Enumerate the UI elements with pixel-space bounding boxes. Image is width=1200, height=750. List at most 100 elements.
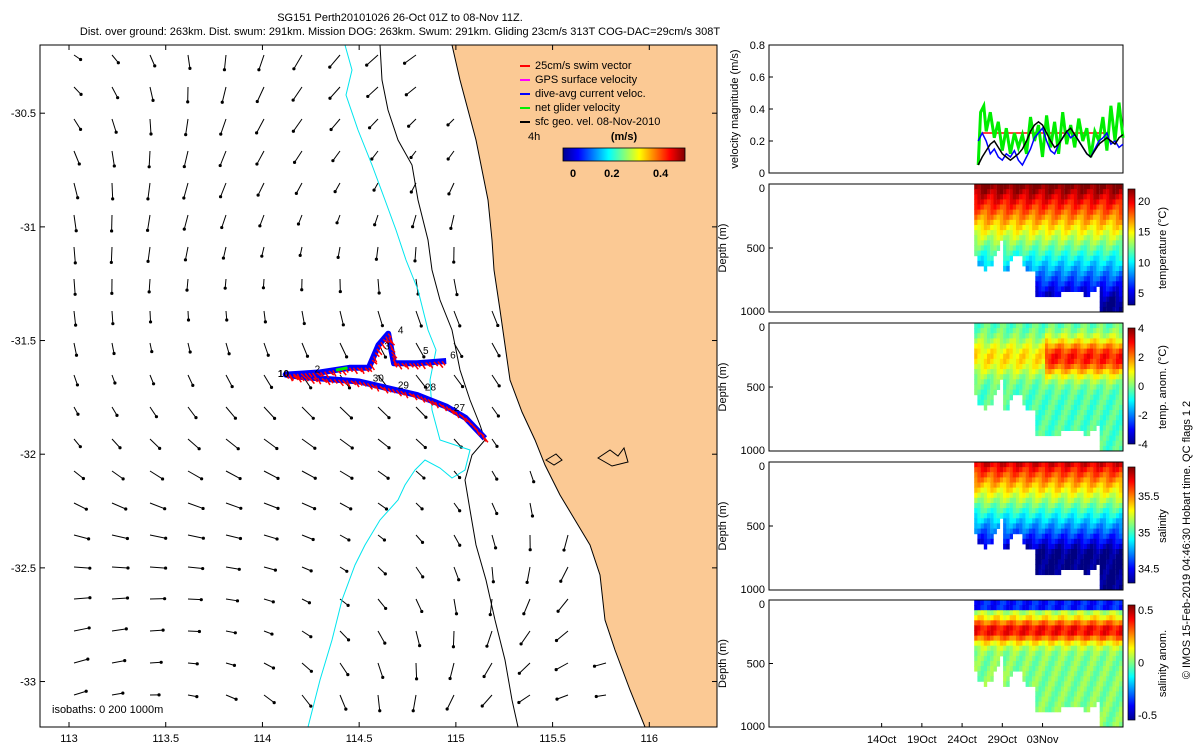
section-cell bbox=[1077, 615, 1081, 621]
section-cell bbox=[1057, 605, 1062, 611]
section-cell bbox=[1057, 420, 1062, 426]
section-cell bbox=[1106, 716, 1110, 723]
section-cell bbox=[1102, 445, 1107, 452]
section-cell bbox=[1022, 399, 1026, 406]
section-cell bbox=[1054, 549, 1058, 555]
section-cell bbox=[1041, 564, 1046, 570]
section-cell bbox=[1009, 384, 1013, 390]
current-arrow-head bbox=[366, 94, 370, 99]
section-cell bbox=[1038, 430, 1042, 437]
section-cell bbox=[1006, 497, 1010, 504]
section-cell bbox=[974, 615, 978, 621]
current-arrow-head bbox=[220, 100, 224, 104]
section-cell bbox=[1096, 696, 1100, 703]
section-cell bbox=[993, 518, 997, 524]
section-cell bbox=[993, 513, 997, 519]
current-arrow-head bbox=[147, 165, 151, 169]
section-cell bbox=[974, 666, 978, 672]
section-cell bbox=[1109, 462, 1113, 468]
current-arrow bbox=[450, 214, 455, 229]
current-arrow bbox=[339, 662, 349, 675]
section-cell bbox=[1006, 348, 1010, 355]
section-cell bbox=[1115, 235, 1120, 241]
section-cell bbox=[1106, 265, 1110, 272]
section-cell bbox=[996, 384, 1001, 390]
current-arrow bbox=[339, 438, 353, 449]
section-cell bbox=[1022, 635, 1026, 642]
section-cell bbox=[1077, 323, 1081, 329]
section-cell bbox=[1019, 645, 1023, 652]
section-cell bbox=[1009, 666, 1013, 672]
section-cell bbox=[1038, 364, 1042, 370]
section-cell bbox=[1048, 645, 1052, 652]
section-cell bbox=[1025, 492, 1029, 499]
section-cell bbox=[1080, 492, 1084, 499]
current-arrow-head bbox=[309, 704, 313, 708]
section-cell bbox=[983, 384, 988, 390]
section-cell bbox=[1032, 369, 1036, 375]
section-cell bbox=[990, 214, 994, 221]
section-cell bbox=[1067, 338, 1071, 344]
map-x-tick-label: 115 bbox=[447, 733, 465, 745]
section-cell bbox=[1045, 384, 1049, 390]
section-cell bbox=[1006, 364, 1010, 370]
section-cell bbox=[1067, 245, 1071, 251]
section-cell bbox=[980, 369, 984, 375]
section-cell bbox=[983, 645, 988, 652]
section-cell bbox=[1080, 384, 1084, 390]
section-cell bbox=[996, 328, 1001, 334]
section-cell bbox=[1099, 543, 1104, 550]
section-cell bbox=[1003, 230, 1007, 236]
section-cell bbox=[1022, 328, 1026, 334]
section-cell bbox=[993, 358, 997, 365]
section-cell bbox=[1115, 250, 1120, 257]
section-cell bbox=[990, 492, 994, 499]
section-cell bbox=[999, 214, 1004, 221]
section-cell bbox=[1096, 204, 1100, 211]
section-cell bbox=[1064, 701, 1068, 708]
section-cell bbox=[974, 250, 978, 257]
section-cell bbox=[1077, 635, 1081, 642]
current-arrow bbox=[256, 86, 265, 102]
section-cell bbox=[1083, 492, 1087, 499]
section-cell bbox=[1083, 348, 1087, 355]
section-cell bbox=[1106, 394, 1110, 401]
section-cell bbox=[1035, 430, 1039, 437]
section-cell bbox=[1119, 214, 1123, 221]
section-cell bbox=[1102, 194, 1107, 200]
section-cell bbox=[1045, 681, 1049, 687]
section-cell bbox=[1119, 630, 1123, 637]
section-cell bbox=[980, 333, 984, 339]
section-cell bbox=[1061, 508, 1065, 514]
section-cell bbox=[1083, 281, 1087, 287]
section-cell bbox=[1067, 661, 1071, 667]
section-cell bbox=[1112, 271, 1116, 277]
section-cell bbox=[1035, 640, 1039, 647]
section-cell bbox=[974, 364, 978, 370]
current-arrow bbox=[73, 658, 88, 664]
section-cell bbox=[1057, 523, 1062, 529]
section-cell bbox=[1022, 323, 1026, 329]
section-cell bbox=[1109, 415, 1113, 421]
section-cell bbox=[1073, 538, 1078, 545]
section-cell bbox=[1064, 230, 1068, 236]
section-cell bbox=[1048, 487, 1052, 494]
section-cell bbox=[983, 194, 988, 200]
section-cell bbox=[1115, 343, 1120, 350]
section-cell bbox=[1115, 696, 1120, 703]
section-cell bbox=[987, 323, 991, 329]
section-cell bbox=[980, 492, 984, 499]
section-cell bbox=[1102, 518, 1107, 524]
section-cell bbox=[1093, 482, 1097, 489]
section-cell bbox=[1054, 240, 1058, 246]
section-cell bbox=[1096, 348, 1100, 355]
section-cell bbox=[1051, 625, 1055, 631]
section-cell bbox=[1035, 338, 1039, 344]
section-cell bbox=[1061, 235, 1065, 241]
section-cell bbox=[996, 467, 1001, 473]
section-cell bbox=[990, 225, 994, 231]
section-cell bbox=[1016, 194, 1020, 200]
section-cell bbox=[1009, 625, 1013, 631]
section-cell bbox=[1109, 338, 1113, 344]
section-cell bbox=[1070, 605, 1075, 611]
